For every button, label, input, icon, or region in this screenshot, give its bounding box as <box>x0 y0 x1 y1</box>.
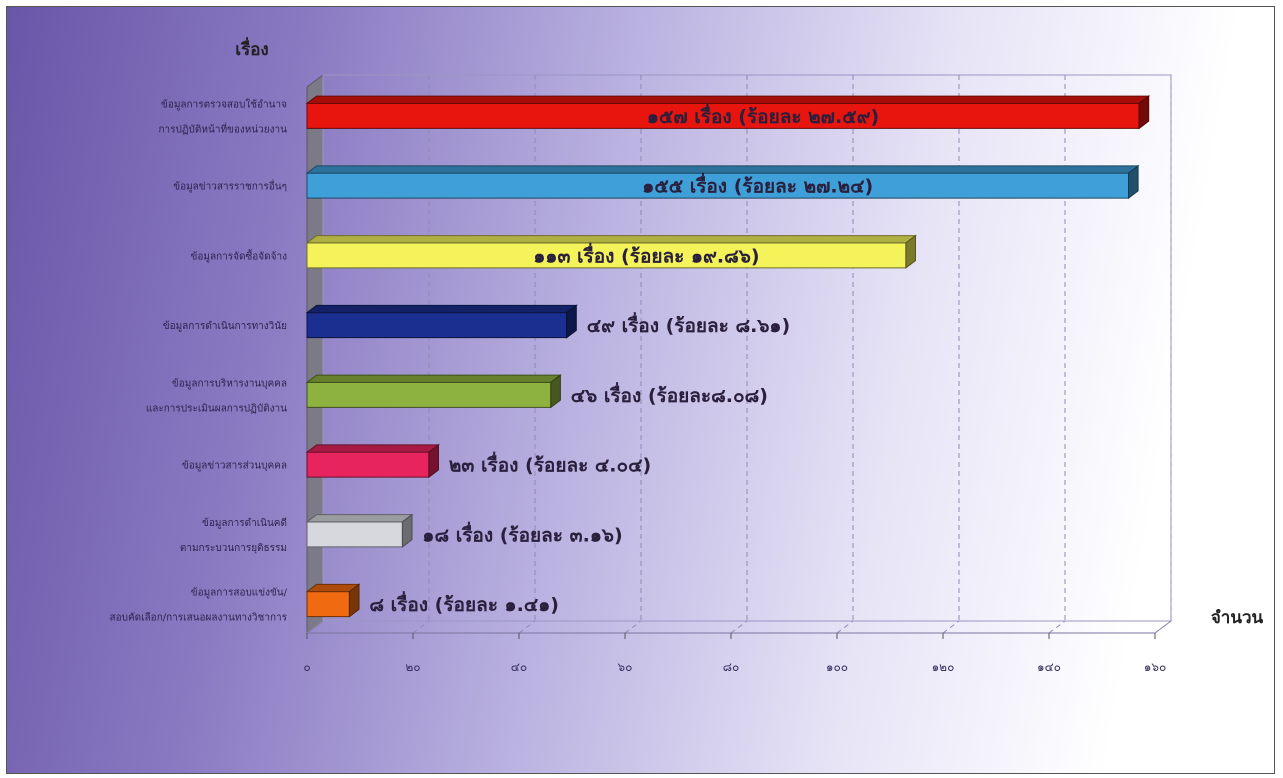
category-label-line: ข้อมูลข่าวสารส่วนบุคคล <box>182 460 287 472</box>
category-label-line: ข้อมูลการบริหารงานบุคคล <box>172 377 287 389</box>
gridline-floor <box>518 620 536 634</box>
bar-side <box>401 513 413 548</box>
bar-side <box>428 443 439 479</box>
data-label: ๒๓ เรื่อง (ร้อยละ ๔.๐๔) <box>449 452 651 477</box>
gridline-floor <box>1154 620 1172 634</box>
bar <box>306 242 907 269</box>
data-label: ๑๕๕ เรื่อง (ร้อยละ ๒๗.๒๔) <box>642 173 873 198</box>
gridline-floor <box>1048 620 1066 634</box>
data-label: ๑๑๓ เรื่อง (ร้อยละ ๑๙.๘๖) <box>533 242 759 267</box>
gridline-floor <box>730 620 748 634</box>
category-label: ข้อมูลการตรวจสอบใช้อำนาจการปฏิบัติหน้าที… <box>158 98 287 135</box>
bars <box>305 95 1151 618</box>
x-axis: ๐ ๒๐ ๔๐ ๖๐ ๘๐ ๑๐๐ ๑๒๐ ๑๔๐ ๑๖๐ <box>303 632 1167 674</box>
bar-top <box>305 444 440 453</box>
category-label-line: ข้อมูลการสอบแข่งขัน/ <box>191 587 288 599</box>
left-wall <box>306 74 324 634</box>
data-labels: ๑๕๗ เรื่อง (ร้อยละ ๒๗.๕๙) ๑๕๕ เรื่อง (ร้อ… <box>369 103 879 616</box>
x-tick-label: ๑๒๐ <box>932 660 955 674</box>
x-tick-label: ๖๐ <box>618 660 633 674</box>
plot-area <box>305 74 1173 634</box>
category-label-line: สอบคัดเลือก/การเสนอผลงานทางวิชาการ <box>110 612 288 624</box>
x-axis-title: จำนวน <box>1211 608 1264 628</box>
y-axis-title: เรื่อง <box>235 37 268 60</box>
category-label: ข้อมูลการสอบแข่งขัน/สอบคัดเลือก/การเสนอผ… <box>110 587 288 624</box>
x-tick-label: ๒๐ <box>405 660 420 674</box>
bar-chart: ๑๕๗ เรื่อง (ร้อยละ ๒๗.๕๙) ๑๕๕ เรื่อง (ร้อ… <box>110 37 1264 674</box>
bar-side <box>1128 164 1139 200</box>
category-label: ข้อมูลข่าวสารราชการอื่นๆ <box>173 179 287 193</box>
bar-top <box>305 374 562 383</box>
data-label: ๔๙ เรื่อง (ร้อยละ ๘.๖๑) <box>587 312 791 337</box>
category-label-line: ตามกระบวนการยุติธรรม <box>180 543 287 554</box>
bar-side <box>905 234 916 269</box>
data-label: ๔๖ เรื่อง (ร้อยละ๘.๐๘) <box>571 382 768 407</box>
category-label: ข้อมูลการดำเนินคดีตามกระบวนการยุติธรรม <box>180 517 287 554</box>
bar <box>306 102 1140 129</box>
bar-side <box>1138 95 1150 130</box>
x-tick-label: ๑๖๐ <box>1144 660 1167 674</box>
gridline-floor <box>624 620 642 634</box>
category-label: ข้อมูลการดำเนินการทางวินัย <box>163 320 287 332</box>
gridline-floor <box>942 620 960 634</box>
category-label: ข้อมูลการจัดซื้อจัดจ้าง <box>191 248 288 262</box>
bar-top <box>305 514 414 523</box>
bar-top <box>305 95 1151 104</box>
bar-side <box>348 583 360 618</box>
category-label-line: ข้อมูลข่าวสารราชการอื่นๆ <box>173 179 287 193</box>
x-tick-label: ๐ <box>303 660 310 674</box>
gridline-floor <box>836 620 854 634</box>
bar-top <box>305 304 578 314</box>
data-label: ๑๕๗ เรื่อง (ร้อยละ ๒๗.๕๙) <box>647 103 879 128</box>
gridlines <box>412 75 1172 634</box>
x-tick-label: ๔๐ <box>511 660 527 674</box>
category-label: ข้อมูลการบริหารงานบุคคลและการประเมินผลกา… <box>146 377 287 414</box>
category-label-line: ข้อมูลการตรวจสอบใช้อำนาจ <box>161 98 287 110</box>
gridline-floor <box>412 620 430 634</box>
bar-side <box>550 374 561 409</box>
bar <box>306 521 403 548</box>
category-label-line: การปฏิบัติหน้าที่ของหน่วยงาน <box>158 121 287 135</box>
bar <box>306 312 568 339</box>
chart-frame: ๑๕๗ เรื่อง (ร้อยละ ๒๗.๕๙) ๑๕๕ เรื่อง (ร้อ… <box>6 6 1275 774</box>
bar-top <box>305 235 917 244</box>
category-label-line: ข้อมูลการจัดซื้อจัดจ้าง <box>191 248 288 262</box>
data-label: ๑๘ เรื่อง (ร้อยละ ๓.๑๖) <box>422 521 622 546</box>
category-label-line: และการประเมินผลการปฏิบัติงาน <box>146 403 287 414</box>
category-labels: ข้อมูลการตรวจสอบใช้อำนาจการปฏิบัติหน้าที… <box>110 98 288 623</box>
bar <box>306 591 350 618</box>
x-tick-label: ๑๔๐ <box>1037 660 1061 674</box>
data-label: ๘ เรื่อง (ร้อยละ ๑.๔๑) <box>369 591 559 616</box>
category-label: ข้อมูลข่าวสารส่วนบุคคล <box>182 460 287 472</box>
x-tick-label: ๑๐๐ <box>826 660 848 674</box>
bar-side <box>566 304 577 339</box>
bar <box>306 381 552 408</box>
bar-top <box>305 165 1140 174</box>
category-label-line: ข้อมูลการดำเนินการทางวินัย <box>163 320 287 332</box>
category-label-line: ข้อมูลการดำเนินคดี <box>202 517 287 529</box>
x-tick-label: ๘๐ <box>723 660 740 674</box>
bar <box>306 451 430 478</box>
